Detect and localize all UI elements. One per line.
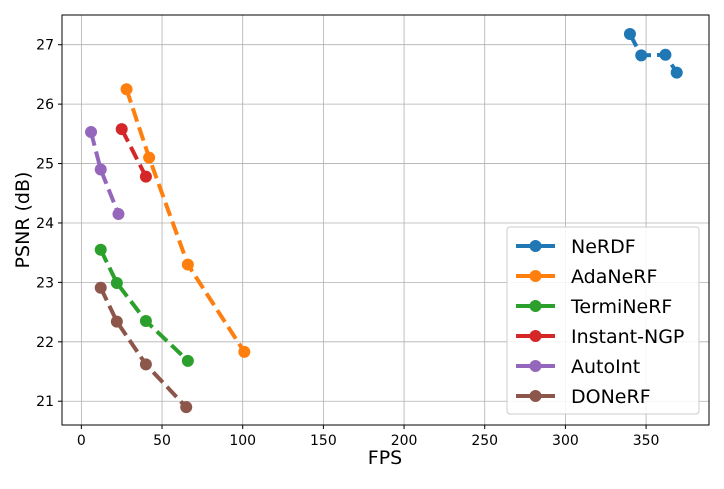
legend: NeRDF AdaNeRF TermiNeRF Instant-NGP AutoInt D…: [506, 226, 700, 415]
grid: [62, 15, 709, 425]
x-axis-label: FPS: [368, 447, 402, 469]
x-tick-label: 0: [77, 433, 86, 449]
series-line-nerdf: [628, 33, 679, 74]
data-point-autoint: [85, 126, 98, 139]
data-point-adanerf: [181, 258, 194, 271]
x-tick-label: 50: [153, 433, 171, 449]
legend-item-instant-ngp: Instant-NGP: [516, 326, 684, 348]
data-point-adanerf: [238, 345, 251, 358]
legend-item-terminerf: TermiNeRF: [516, 296, 672, 318]
legend-item-donerf: DONeRF: [516, 386, 651, 408]
legend-label: Instant-NGP: [571, 326, 684, 348]
plot-frame: [61, 14, 710, 426]
x-tick-label: 250: [471, 433, 498, 449]
y-tick-label: 25: [36, 157, 54, 173]
axis-ticks: 0 50 100 150 200 250 300 350 21 22 23 24 25 26 27: [36, 38, 659, 449]
series-instant-ngp: [115, 123, 152, 183]
plot-series: [85, 28, 683, 414]
legend-label: AdaNeRF: [571, 266, 657, 288]
x-tick-label: 350: [633, 433, 660, 449]
data-point-instant-ngp: [115, 123, 128, 136]
y-tick-label: 24: [36, 216, 54, 232]
y-tick-label: 26: [36, 97, 54, 113]
legend-swatch-marker: [529, 360, 542, 372]
data-point-nerdf: [623, 28, 636, 41]
data-point-autoint: [112, 208, 125, 221]
legend-label: TermiNeRF: [570, 296, 672, 318]
x-tick-label: 100: [229, 433, 256, 449]
data-point-adanerf: [143, 151, 156, 164]
y-axis-label: PSNR (dB): [12, 172, 34, 269]
legend-swatch-marker: [529, 330, 542, 342]
series-line-terminerf: [98, 248, 190, 363]
series-line-instant-ngp: [119, 128, 148, 178]
data-point-nerdf: [670, 66, 683, 79]
data-point-adanerf: [120, 83, 133, 96]
series-autoint: [85, 126, 125, 221]
data-point-terminerf: [139, 315, 152, 328]
data-point-donerf: [110, 315, 123, 328]
y-tick-label: 22: [36, 335, 54, 351]
legend-label: DONeRF: [571, 386, 651, 408]
series-terminerf: [94, 243, 194, 367]
data-point-nerdf: [659, 48, 672, 61]
data-point-terminerf: [94, 243, 107, 256]
series-adanerf: [120, 83, 251, 358]
series-nerdf: [623, 28, 683, 79]
x-tick-label: 200: [391, 433, 418, 449]
data-point-terminerf: [181, 354, 194, 367]
data-point-nerdf: [635, 49, 648, 62]
series-line-autoint: [89, 131, 121, 215]
legend-swatch-marker: [529, 300, 542, 312]
series-donerf: [94, 281, 193, 414]
legend-swatch-marker: [529, 240, 542, 252]
data-point-instant-ngp: [139, 170, 152, 183]
data-point-terminerf: [110, 276, 123, 289]
series-line-donerf: [98, 286, 188, 409]
x-tick-label: 150: [310, 433, 337, 449]
series-line-adanerf: [124, 88, 246, 353]
legend-label: AutoInt: [571, 356, 640, 378]
y-tick-label: 21: [36, 394, 54, 410]
data-point-autoint: [94, 163, 107, 176]
data-point-donerf: [180, 401, 193, 414]
y-tick-label: 23: [36, 275, 54, 291]
x-tick-label: 300: [552, 433, 579, 449]
legend-swatch-marker: [529, 270, 542, 282]
legend-item-adanerf: AdaNeRF: [516, 266, 657, 288]
data-point-donerf: [139, 358, 152, 371]
legend-swatch-marker: [529, 390, 542, 402]
y-tick-label: 27: [36, 38, 54, 54]
legend-item-nerdf: NeRDF: [516, 236, 636, 258]
data-point-donerf: [94, 281, 107, 294]
legend-item-autoint: AutoInt: [516, 356, 640, 378]
legend-label: NeRDF: [571, 236, 636, 258]
